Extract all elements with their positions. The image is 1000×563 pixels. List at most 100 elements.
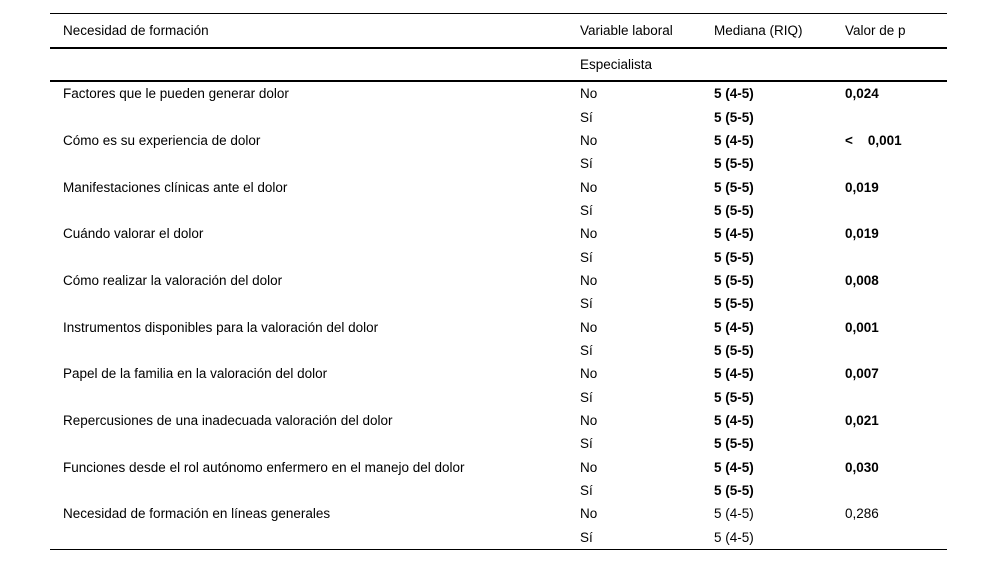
median-cell: 5 (5-5) [714, 436, 754, 452]
variable-cell: No [580, 179, 598, 195]
variable-cell: Sí [580, 529, 593, 545]
need-cell: Manifestaciones clínicas ante el dolor [63, 179, 288, 195]
need-cell [50, 526, 580, 550]
column-header-variable: Variable laboral [580, 13, 714, 49]
table-row: Sí 5 (5-5) [50, 339, 947, 362]
pvalue-cell [845, 432, 947, 455]
need-cell: Funciones desde el rol autónomo enfermer… [63, 459, 465, 475]
need-cell [50, 385, 580, 408]
table-row: Funciones desde el rol autónomo enfermer… [50, 456, 947, 479]
pvalue-cell [845, 199, 947, 222]
table-row: Repercusiones de una inadecuada valoraci… [50, 409, 947, 432]
median-cell: 5 (4-5) [714, 529, 754, 545]
table-row: Manifestaciones clínicas ante el dolor No… [50, 175, 947, 198]
median-cell: 5 (5-5) [714, 272, 754, 288]
need-cell [50, 479, 580, 502]
subheader-empty-cell [845, 48, 947, 82]
column-header-need: Necesidad de formación [50, 13, 580, 49]
table-row: Sí 5 (5-5) [50, 199, 947, 222]
median-cell: 5 (4-5) [714, 412, 754, 428]
subheader-empty-cell [714, 48, 845, 82]
pvalue-cell: 0,001 [845, 319, 879, 335]
variable-cell: No [580, 132, 598, 148]
need-cell [50, 152, 580, 175]
variable-cell: Sí [580, 249, 593, 265]
variable-cell: No [580, 86, 598, 102]
pvalue-cell [845, 292, 947, 315]
table-row: Sí 5 (5-5) [50, 245, 947, 268]
median-cell: 5 (5-5) [714, 483, 754, 499]
variable-cell: No [580, 272, 598, 288]
pvalue-cell [845, 526, 947, 550]
variable-cell: Sí [580, 202, 593, 218]
median-cell: 5 (4-5) [714, 132, 754, 148]
column-header-pvalue: Valor de p [845, 13, 947, 49]
column-header-median: Mediana (RIQ) [714, 13, 845, 49]
variable-cell: No [580, 459, 598, 475]
table-header-row: Necesidad de formación Variable laboral … [50, 13, 947, 49]
variable-cell: Sí [580, 156, 593, 172]
need-cell [50, 105, 580, 128]
table-row: Sí 5 (5-5) [50, 292, 947, 315]
median-cell: 5 (5-5) [714, 296, 754, 312]
need-cell [50, 432, 580, 455]
table-row: Sí 5 (5-5) [50, 479, 947, 502]
pvalue-cell [845, 152, 947, 175]
pvalue-cell [845, 385, 947, 408]
subheader-especialista: Especialista [580, 48, 714, 82]
median-cell: 5 (4-5) [714, 226, 754, 242]
need-cell [50, 292, 580, 315]
need-cell: Factores que le pueden generar dolor [63, 86, 289, 102]
table-row: Papel de la familia en la valoración del… [50, 362, 947, 385]
variable-cell: No [580, 506, 598, 522]
table-row: Cuándo valorar el dolor No 5 (4-5) 0,019 [50, 222, 947, 245]
table-row: Sí 5 (5-5) [50, 385, 947, 408]
median-cell: 5 (4-5) [714, 506, 754, 522]
table-row: Cómo es su experiencia de dolor No 5 (4-5)… [50, 129, 947, 152]
pvalue-cell: < 0,001 [845, 132, 902, 148]
pvalue-cell: 0,007 [845, 366, 879, 382]
pvalue-cell [845, 245, 947, 268]
variable-cell: No [580, 226, 598, 242]
pvalue-cell: 0,030 [845, 459, 879, 475]
median-cell: 5 (5-5) [714, 179, 754, 195]
need-cell: Necesidad de formación en líneas general… [63, 506, 331, 522]
pvalue-cell: 0,021 [845, 412, 879, 428]
need-cell [50, 245, 580, 268]
table-row: Sí 5 (5-5) [50, 152, 947, 175]
pvalue-cell [845, 105, 947, 128]
table-row: Cómo realizar la valoración del dolor No 5… [50, 269, 947, 292]
median-cell: 5 (4-5) [714, 86, 754, 102]
median-cell: 5 (4-5) [714, 459, 754, 475]
median-cell: 5 (5-5) [714, 156, 754, 172]
variable-cell: Sí [580, 296, 593, 312]
median-cell: 5 (5-5) [714, 109, 754, 125]
variable-cell: Sí [580, 342, 593, 358]
median-cell: 5 (5-5) [714, 389, 754, 405]
variable-cell: Sí [580, 389, 593, 405]
pvalue-cell: 0,024 [845, 86, 879, 102]
need-cell: Repercusiones de una inadecuada valoraci… [63, 412, 393, 428]
need-cell: Cómo realizar la valoración del dolor [63, 272, 283, 288]
variable-cell: No [580, 412, 598, 428]
table-row: Sí 5 (5-5) [50, 105, 947, 128]
variable-cell: Sí [580, 436, 593, 452]
need-cell [50, 199, 580, 222]
variable-cell: Sí [580, 109, 593, 125]
variable-cell: Sí [580, 483, 593, 499]
table-body: Factores que le pueden generar dolor No 5 … [50, 81, 947, 549]
median-cell: 5 (5-5) [714, 342, 754, 358]
table-row: Instrumentos disponibles para la valorac… [50, 315, 947, 338]
pvalue-cell: 0,019 [845, 226, 879, 242]
table-row: Sí 5 (5-5) [50, 432, 947, 455]
median-cell: 5 (4-5) [714, 366, 754, 382]
table-row: Necesidad de formación en líneas general… [50, 502, 947, 525]
median-cell: 5 (5-5) [714, 249, 754, 265]
need-cell: Cuándo valorar el dolor [63, 226, 204, 242]
pvalue-cell [845, 479, 947, 502]
table-row: Factores que le pueden generar dolor No 5 … [50, 81, 947, 105]
pvalue-cell: 0,019 [845, 179, 879, 195]
table-subheader-row: Especialista [50, 48, 947, 82]
median-cell: 5 (4-5) [714, 319, 754, 335]
